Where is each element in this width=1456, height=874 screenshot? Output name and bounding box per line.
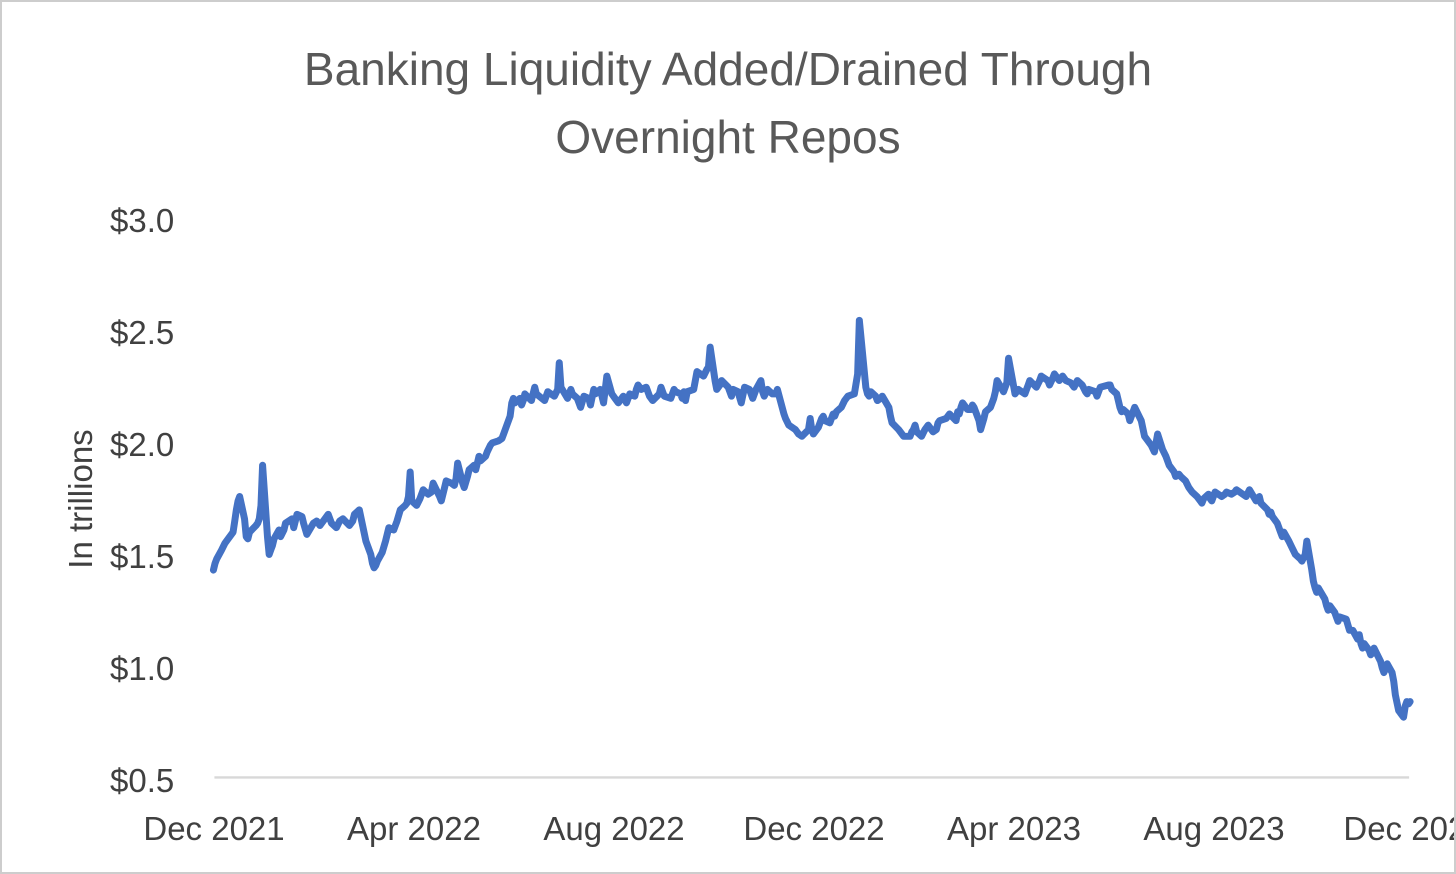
chart-title-line2: Overnight Repos	[555, 111, 901, 163]
y-tick-label: $1.5	[110, 538, 175, 575]
x-tick-label: Dec 2023	[1343, 810, 1454, 847]
chart-title-line1: Banking Liquidity Added/Drained Through	[303, 43, 1153, 95]
x-tick-label: Aug 2022	[543, 810, 685, 847]
x-tick-label: Dec 2021	[143, 810, 285, 847]
y-tick-label: $1.0	[110, 650, 175, 687]
x-tick-label: Dec 2022	[743, 810, 885, 847]
data-series-line	[209, 316, 1414, 721]
y-tick-label: $3.0	[110, 202, 175, 239]
y-tick-label: $2.0	[110, 426, 175, 463]
y-tick-label: $0.5	[110, 762, 175, 799]
x-tick-label: Apr 2022	[347, 810, 481, 847]
chart-title: Banking Liquidity Added/Drained Through …	[2, 35, 1454, 171]
x-tick-label: Aug 2023	[1143, 810, 1285, 847]
x-tick-label: Apr 2023	[947, 810, 1081, 847]
y-tick-label: $2.5	[110, 314, 175, 351]
